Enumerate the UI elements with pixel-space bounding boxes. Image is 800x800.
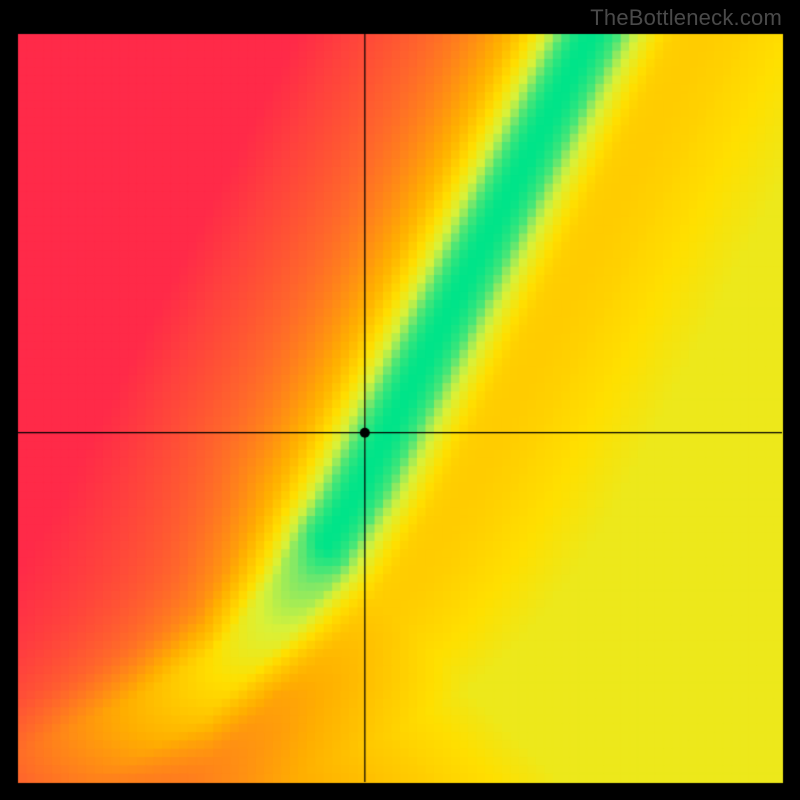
chart-frame: TheBottleneck.com: [0, 0, 800, 800]
watermark-text: TheBottleneck.com: [590, 5, 782, 31]
bottleneck-heatmap-canvas: [0, 0, 800, 800]
